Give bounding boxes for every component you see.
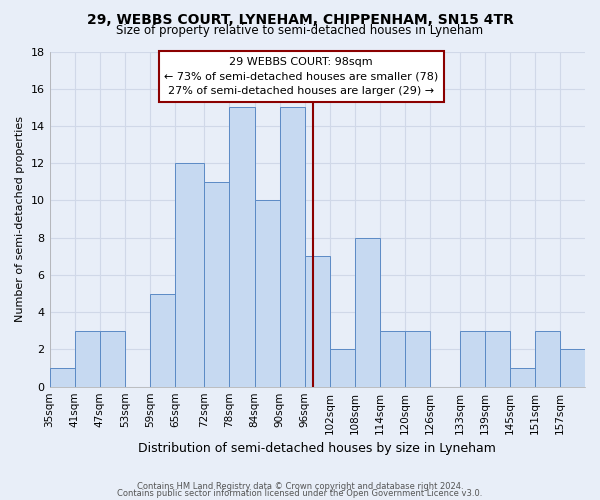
Bar (100, 331, 125, 386)
Bar (280, 108, 305, 386)
Bar (229, 108, 254, 386)
Text: Size of property relative to semi-detached houses in Lyneham: Size of property relative to semi-detach… (116, 24, 484, 37)
Bar (460, 331, 485, 386)
Bar (560, 350, 585, 387)
Bar (175, 163, 205, 386)
Bar (355, 238, 380, 386)
Text: Contains public sector information licensed under the Open Government Licence v3: Contains public sector information licen… (118, 489, 482, 498)
Bar (254, 200, 280, 386)
Text: 29 WEBBS COURT: 98sqm
← 73% of semi-detached houses are smaller (78)
27% of semi: 29 WEBBS COURT: 98sqm ← 73% of semi-deta… (164, 56, 439, 96)
Bar (150, 294, 175, 386)
Text: Contains HM Land Registry data © Crown copyright and database right 2024.: Contains HM Land Registry data © Crown c… (137, 482, 463, 491)
Bar (305, 256, 330, 386)
Bar (510, 368, 535, 386)
Bar (205, 182, 229, 386)
Bar (380, 331, 405, 386)
Bar (330, 350, 355, 387)
Bar (535, 331, 560, 386)
Bar (74, 331, 100, 386)
Bar (485, 331, 510, 386)
Bar (50, 368, 74, 386)
Text: 29, WEBBS COURT, LYNEHAM, CHIPPENHAM, SN15 4TR: 29, WEBBS COURT, LYNEHAM, CHIPPENHAM, SN… (86, 12, 514, 26)
Bar (405, 331, 430, 386)
Y-axis label: Number of semi-detached properties: Number of semi-detached properties (15, 116, 25, 322)
X-axis label: Distribution of semi-detached houses by size in Lyneham: Distribution of semi-detached houses by … (139, 442, 496, 455)
